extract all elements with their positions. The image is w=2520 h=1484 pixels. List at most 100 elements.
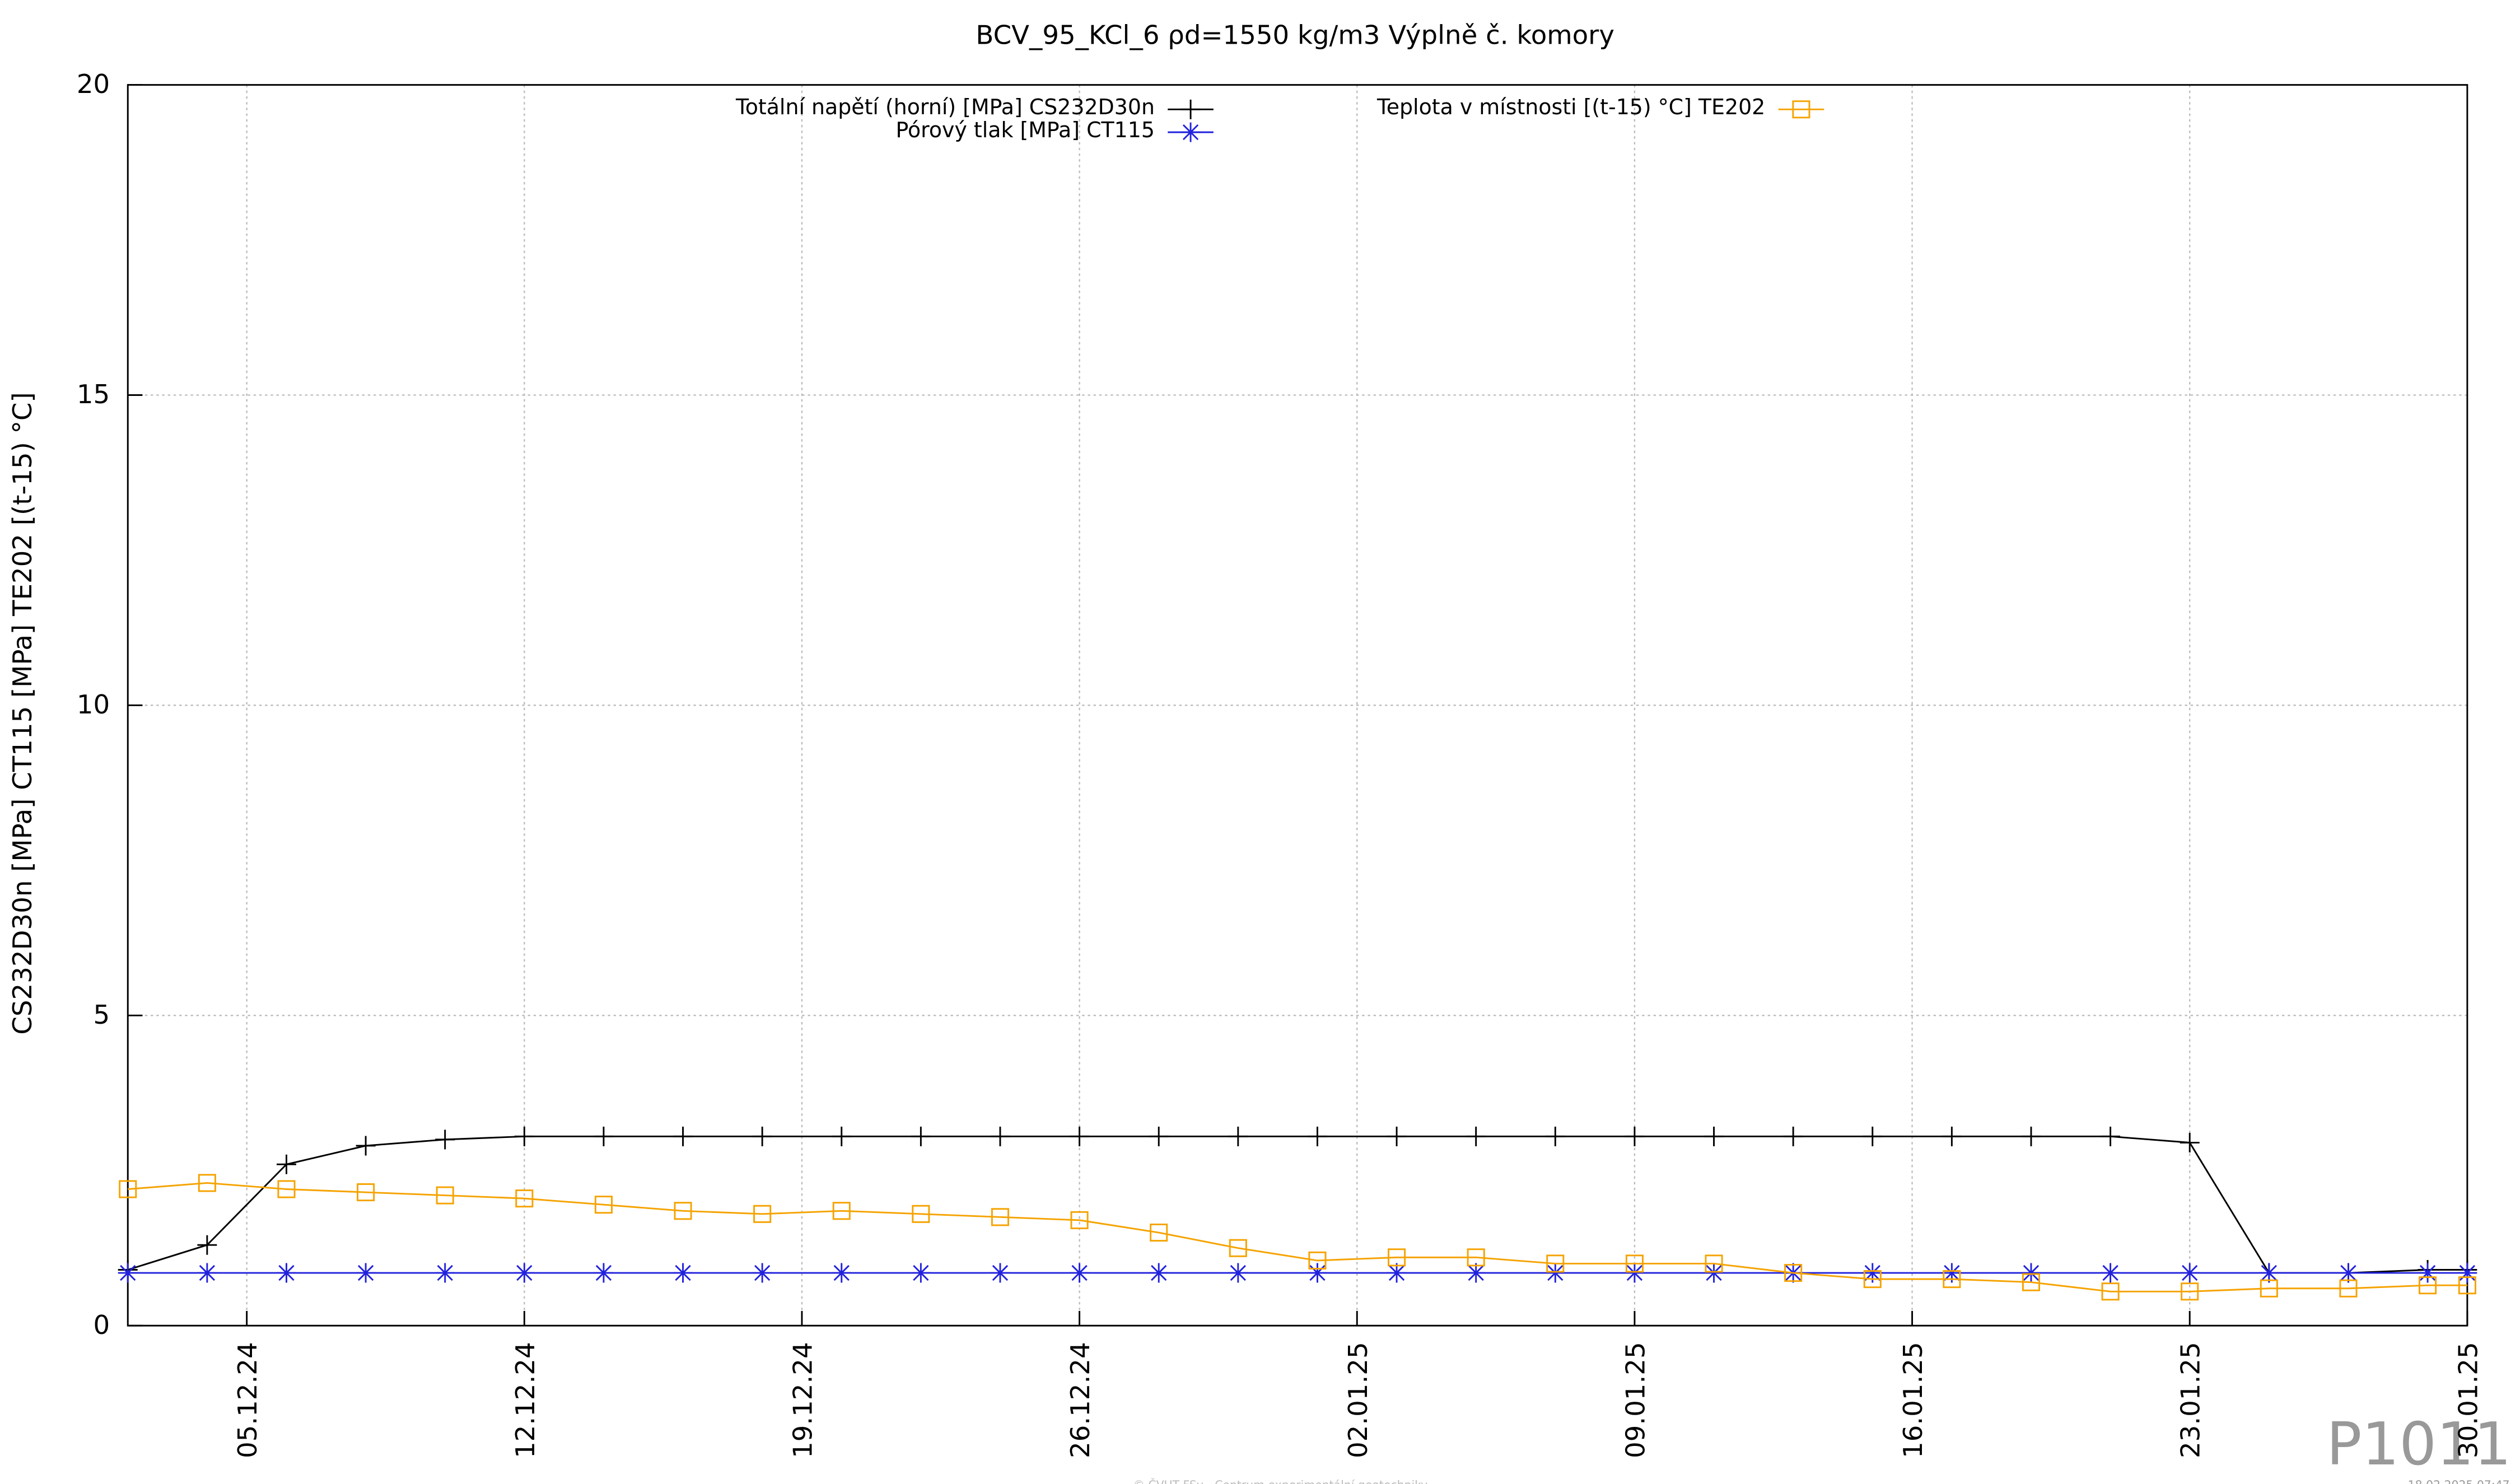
timestamp: 18.02.2025 07:47 (2408, 1478, 2510, 1484)
marker (276, 1263, 296, 1283)
footer: © ČVUT FSv - Centrum experimentální geot… (1133, 1478, 1428, 1484)
marker (1792, 100, 1810, 119)
chart-title: BCV_95_KCl_6 ρd=1550 kg/m3 Výplně č. kom… (976, 20, 1614, 50)
marker (1943, 1270, 1961, 1289)
marker (1863, 1263, 1883, 1283)
marker (436, 1186, 454, 1205)
marker (1149, 1126, 1169, 1146)
marker (2022, 1273, 2041, 1291)
x-tick-label: 12.12.24 (510, 1342, 540, 1458)
marker (1783, 1126, 1803, 1146)
marker (2419, 1276, 2437, 1295)
marker (118, 1263, 138, 1283)
legend-label: Totální napětí (horní) [MPa] CS232D30n (735, 95, 1155, 119)
x-tick-label: 09.01.25 (1620, 1342, 1650, 1458)
x-tick-label: 05.12.24 (232, 1342, 263, 1458)
y-tick-label: 5 (94, 1000, 110, 1030)
marker (2339, 1279, 2358, 1298)
series-line (127, 1135, 2467, 1274)
marker (1228, 1126, 1248, 1146)
marker (356, 1263, 376, 1283)
series-line (128, 1182, 2467, 1292)
marker (2181, 1282, 2199, 1301)
marker (1942, 1263, 1962, 1283)
marker (2457, 1263, 2477, 1283)
marker (197, 1263, 217, 1283)
x-tick-label: 02.01.25 (1343, 1342, 1373, 1458)
marker (1546, 1254, 1565, 1273)
watermark: P1011 (2326, 1410, 2511, 1478)
marker (594, 1196, 613, 1214)
marker (1625, 1263, 1645, 1283)
marker (991, 1208, 1010, 1226)
marker (197, 1235, 217, 1255)
legend-label: Pórový tlak [MPa] CT115 (895, 118, 1155, 142)
marker (832, 1202, 851, 1220)
marker (277, 1180, 296, 1198)
marker (674, 1202, 692, 1220)
marker (594, 1126, 614, 1146)
marker (1466, 1263, 1486, 1283)
marker (1704, 1126, 1724, 1146)
x-tick-label: 26.12.24 (1065, 1342, 1095, 1458)
y-axis-label: CS232D30n [MPa] CT115 [MPa] TE202 [(t-15… (7, 392, 38, 1034)
marker (2101, 1263, 2121, 1283)
marker (514, 1263, 534, 1283)
marker (515, 1189, 534, 1208)
marker (2260, 1279, 2278, 1298)
marker (990, 1263, 1010, 1283)
marker (198, 1174, 216, 1192)
marker (357, 1183, 375, 1202)
x-tick-label: 30.01.25 (2453, 1342, 2483, 1458)
marker (2021, 1263, 2041, 1283)
x-tick-label: 23.01.25 (2176, 1342, 2206, 1458)
marker (2180, 1263, 2200, 1283)
marker (594, 1263, 614, 1283)
marker (119, 1180, 137, 1198)
marker (1387, 1126, 1407, 1146)
marker (1070, 1126, 1090, 1146)
marker (1467, 1248, 1485, 1267)
marker (752, 1126, 772, 1146)
marker (1180, 99, 1201, 119)
legend-label: Teplota v místnosti [(t-15) °C] TE202 (1376, 95, 1765, 119)
marker (2259, 1263, 2279, 1283)
marker (1307, 1263, 1327, 1283)
marker (1308, 1251, 1327, 1270)
marker (435, 1263, 455, 1283)
plot-frame (127, 84, 2468, 1327)
marker (1705, 1254, 1723, 1273)
marker (1070, 1211, 1089, 1229)
marker (1466, 1126, 1486, 1146)
marker (2101, 1126, 2121, 1146)
marker (2101, 1282, 2120, 1301)
marker (1388, 1248, 1406, 1267)
marker (2418, 1263, 2438, 1283)
marker (832, 1263, 852, 1283)
x-tick-label: 19.12.24 (787, 1342, 818, 1458)
y-tick-label: 0 (94, 1310, 110, 1340)
marker (514, 1126, 534, 1146)
marker (1625, 1126, 1645, 1146)
marker (1150, 1224, 1168, 1242)
marker (1863, 1126, 1883, 1146)
marker (2458, 1276, 2476, 1295)
marker (2338, 1263, 2358, 1283)
marker (1228, 1263, 1248, 1283)
marker (753, 1205, 772, 1223)
y-tick-label: 15 (77, 379, 110, 409)
marker (912, 1205, 930, 1223)
marker (1387, 1263, 1407, 1283)
marker (1229, 1239, 1247, 1257)
x-tick-label: 16.01.25 (1898, 1342, 1928, 1458)
marker (1625, 1254, 1644, 1273)
marker (673, 1126, 693, 1146)
marker (673, 1263, 693, 1283)
marker (1180, 122, 1201, 142)
marker (911, 1126, 931, 1146)
marker (1545, 1126, 1565, 1146)
marker (276, 1154, 296, 1174)
marker (1545, 1263, 1565, 1283)
marker (1149, 1263, 1169, 1283)
